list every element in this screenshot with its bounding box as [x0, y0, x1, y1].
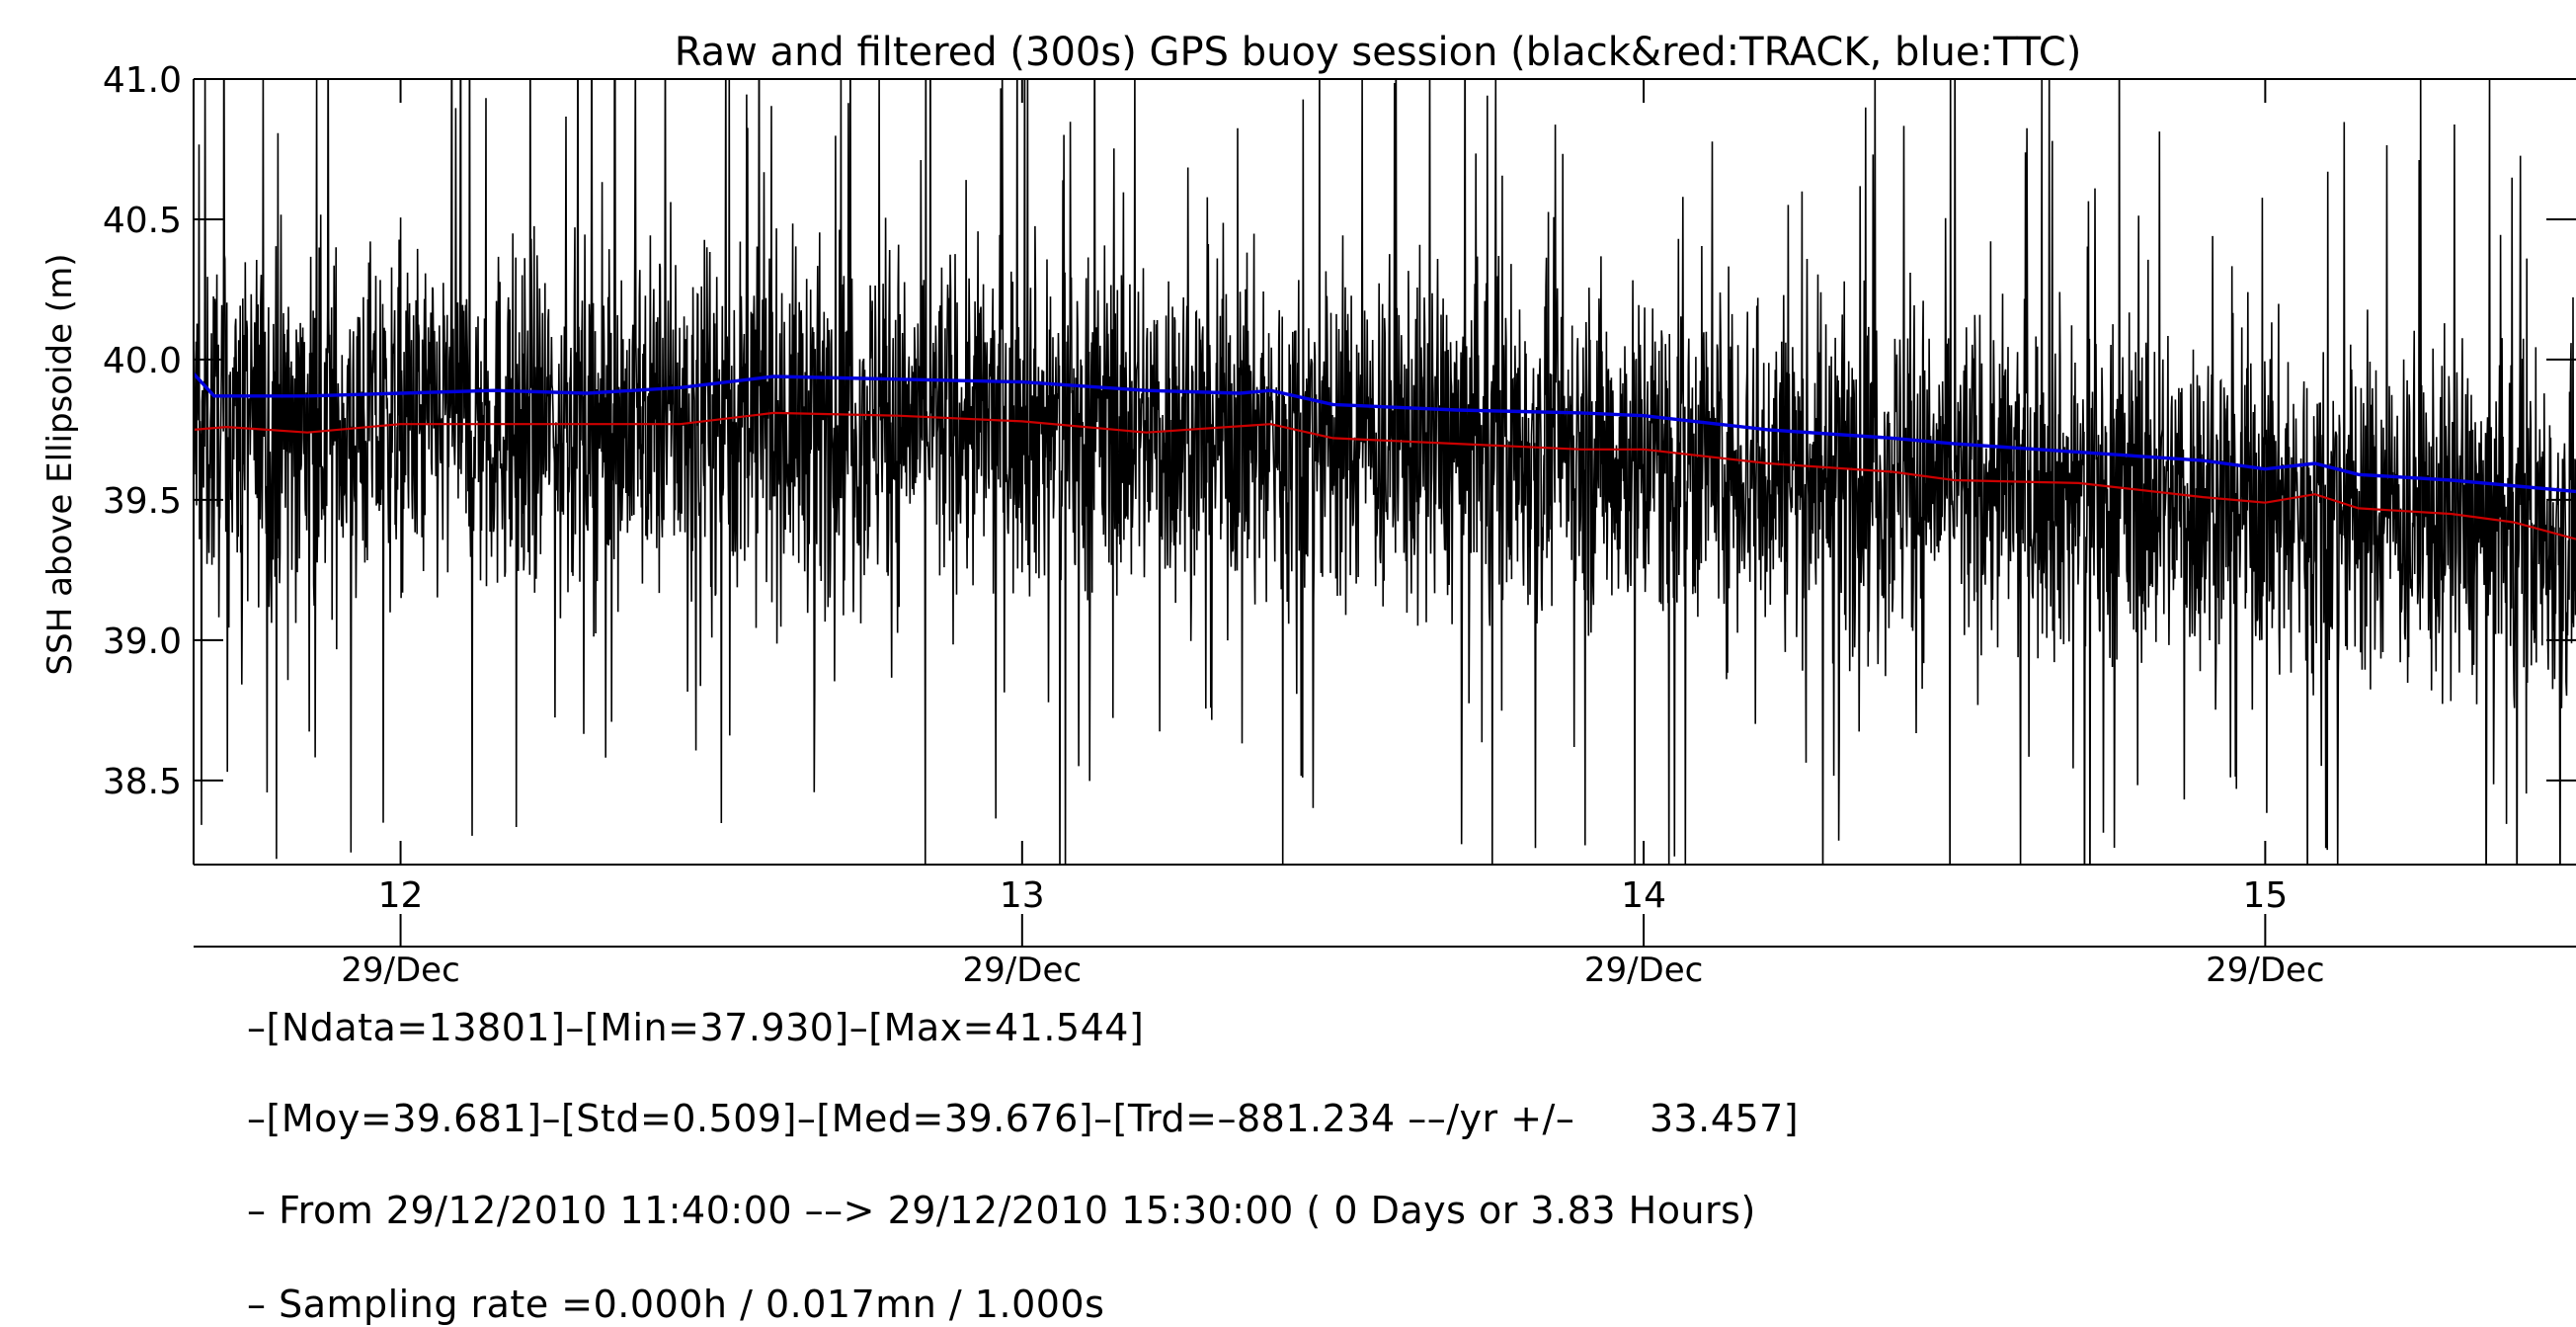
y-tick-label: 40.0 — [103, 341, 182, 381]
axes — [193, 78, 2576, 948]
filtered-ttc-line — [194, 372, 2576, 494]
filtered-track-line — [194, 411, 2576, 540]
y-tick-label: 38.5 — [103, 762, 182, 802]
x-tick-label: 13 — [1000, 875, 1045, 916]
stats-sampling-rate: – Sampling rate =0.000h / 0.017mn / 1.00… — [247, 1283, 1105, 1326]
y-tick-label: 39.0 — [103, 622, 182, 662]
y-tick-label: 41.0 — [103, 60, 182, 101]
y-tick-label: 40.5 — [103, 201, 182, 241]
x-tick-label: 15 — [2242, 875, 2288, 916]
stats-moments: –[Moy=39.681]–[Std=0.509]–[Med=39.676]–[… — [247, 1097, 1800, 1140]
y-tick-label: 39.5 — [103, 481, 182, 522]
chart-title: Raw and filtered (300s) GPS buoy session… — [675, 30, 2082, 75]
raw-track-line — [194, 79, 2576, 865]
x-date-label: 29/Dec — [963, 951, 1083, 990]
y-axis-label: SSH above Ellipsoide (m) — [40, 254, 80, 676]
stats-time-range: – From 29/12/2010 11:40:00 ––> 29/12/201… — [247, 1189, 1756, 1232]
x-tick-label: 14 — [1621, 875, 1666, 916]
x-date-label: 29/Dec — [2206, 951, 2325, 990]
stats-counts: –[Ndata=13801]–[Min=37.930]–[Max=41.544] — [247, 1006, 1145, 1049]
raw-track-series — [194, 79, 2576, 865]
x-tick-label: 12 — [378, 875, 424, 916]
x-date-label: 29/Dec — [1584, 951, 1704, 990]
x-date-label: 29/Dec — [341, 951, 460, 990]
